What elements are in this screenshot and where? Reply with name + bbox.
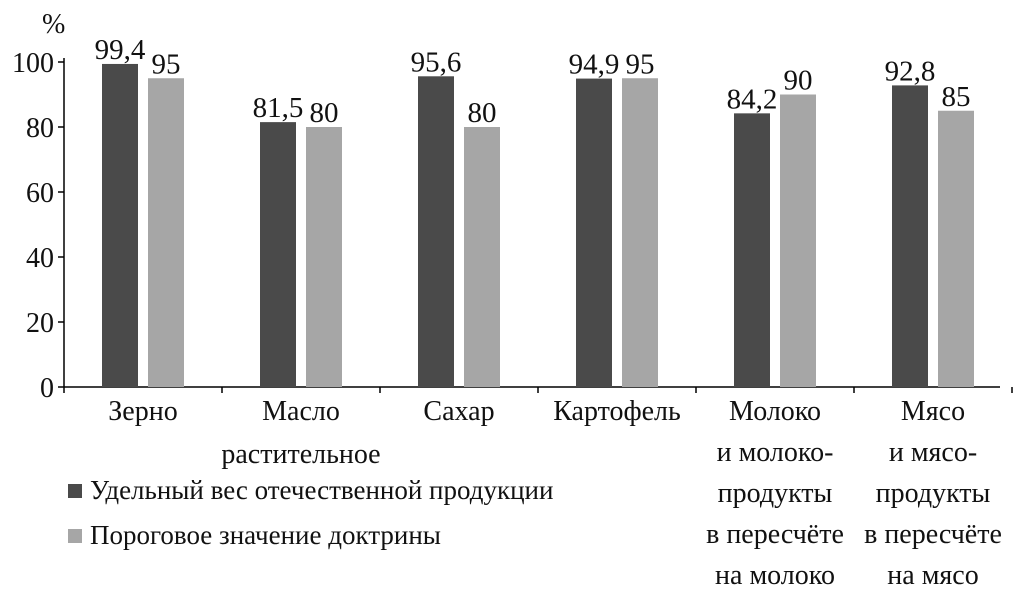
bar-threshold <box>148 78 184 387</box>
value-label-domestic: 94,9 <box>569 49 620 81</box>
y-axis-unit-label: % <box>42 9 65 40</box>
value-label-threshold: 80 <box>468 97 497 129</box>
bar-domestic-share <box>892 85 928 388</box>
x-category-label: Сахар <box>423 396 494 427</box>
x-category-label: на молоко <box>715 560 835 591</box>
value-label-threshold: 95 <box>626 48 655 80</box>
value-label-domestic: 84,2 <box>727 83 778 115</box>
x-category-label: продукты <box>718 478 833 509</box>
bar-threshold <box>780 94 816 387</box>
legend-label-domestic: Удельный вес отечественной продукции <box>90 475 554 505</box>
legend-swatch-domestic <box>68 484 82 498</box>
legend-item-domestic: Удельный вес отечественной продукции <box>68 474 560 507</box>
category-labels: Зерно Масло растительное Сахар Картофель Моло… <box>108 396 1002 591</box>
legend-item-threshold: Пороговое значение доктрины <box>68 519 560 552</box>
x-category-label: Масло <box>262 396 340 427</box>
bar-threshold <box>306 127 342 387</box>
y-tick-label: 0 <box>40 373 54 404</box>
bars <box>102 63 974 388</box>
x-category-label: в пересчёте <box>706 519 844 550</box>
value-label-domestic: 81,5 <box>253 92 304 124</box>
axes: 0 20 40 60 80 100 <box>12 48 1013 404</box>
y-tick-label: 100 <box>12 48 54 79</box>
x-category-label: в пересчёте <box>864 519 1002 550</box>
legend: Удельный вес отечественной продукции Пор… <box>68 474 560 552</box>
x-category-label: и молоко- <box>717 437 834 468</box>
y-tick-label: 60 <box>26 178 54 209</box>
bar-domestic-share <box>102 63 138 387</box>
bar-domestic-share <box>734 113 770 387</box>
value-label-domestic: 95,6 <box>411 46 462 78</box>
x-category-label: Зерно <box>108 396 177 427</box>
y-tick-label: 80 <box>26 113 54 144</box>
y-tick-label: 20 <box>26 308 54 339</box>
value-label-threshold: 90 <box>784 65 813 97</box>
y-tick-label: 40 <box>26 243 54 274</box>
x-category-label: Молоко <box>729 396 821 427</box>
bar-domestic-share <box>576 78 612 387</box>
legend-label-threshold: Пороговое значение доктрины <box>90 520 441 550</box>
legend-swatch-threshold <box>68 529 82 543</box>
value-label-domestic: 99,4 <box>95 34 146 66</box>
x-category-label: и мясо- <box>889 437 977 468</box>
value-label-threshold: 80 <box>310 97 339 129</box>
x-category-label: Картофель <box>553 396 681 427</box>
bar-threshold <box>464 127 500 387</box>
bar-threshold <box>622 78 658 387</box>
value-label-threshold: 85 <box>942 81 971 113</box>
x-category-label: Мясо <box>901 396 965 427</box>
bar-threshold <box>938 110 974 387</box>
value-label-domestic: 92,8 <box>885 55 936 87</box>
x-category-label: продукты <box>876 478 991 509</box>
value-label-threshold: 95 <box>152 48 181 80</box>
x-category-label: растительное <box>221 439 380 470</box>
bar-domestic-share <box>418 76 454 388</box>
bar-domestic-share <box>260 122 296 387</box>
x-category-label: на мясо <box>887 560 978 591</box>
